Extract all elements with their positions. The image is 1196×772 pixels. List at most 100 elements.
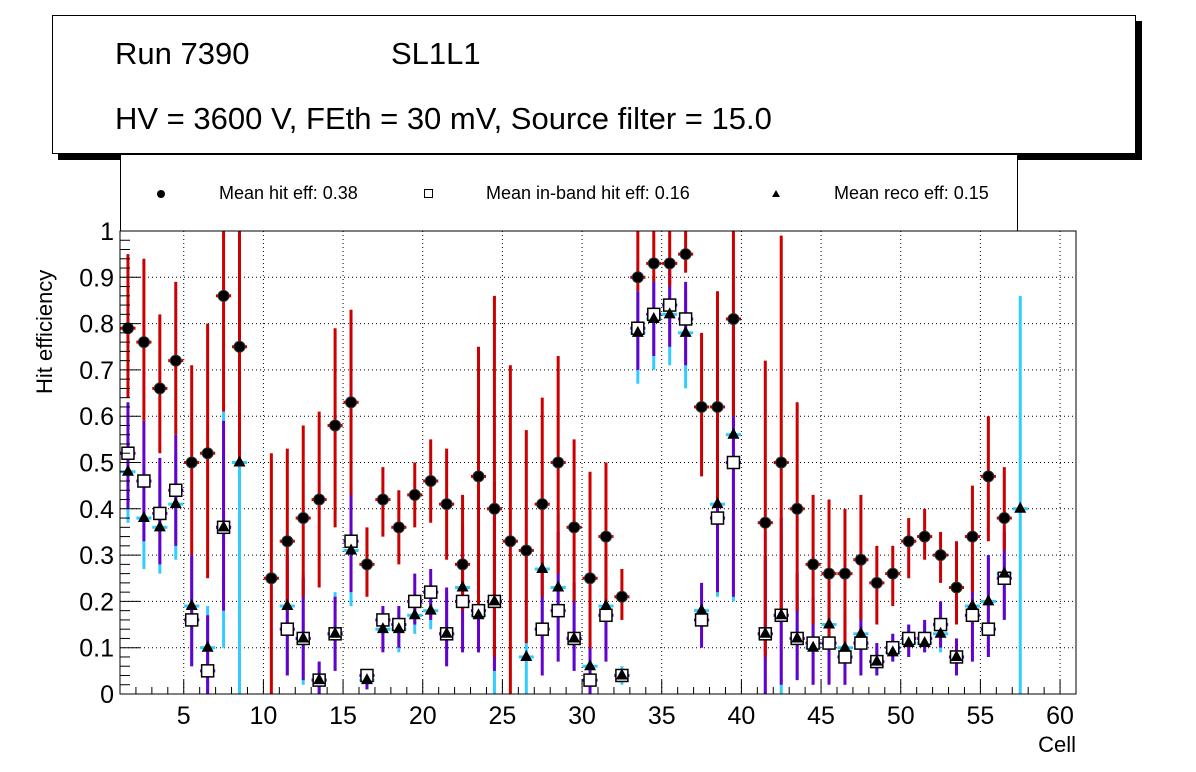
reco-eff-point: [838, 640, 851, 652]
hit-eff-point: [520, 544, 533, 557]
reco-eff-point: [456, 580, 469, 592]
inband-eff-point: [184, 613, 199, 627]
reco-eff-point: [584, 659, 597, 671]
inband-eff-point: [137, 474, 151, 488]
reco-eff-point: [934, 626, 947, 638]
reco-eff-point: [376, 622, 389, 634]
reco-eff-point: [1014, 501, 1027, 513]
reco-eff-point: [121, 464, 134, 476]
reco-eff-point: [631, 325, 644, 337]
legend-entry-reco: Mean reco eff: 0.15: [766, 183, 989, 204]
reco-eff-point: [137, 511, 150, 523]
reco-eff-point: [488, 594, 501, 606]
inband-eff-point: [822, 636, 836, 650]
x-tick-label: 25: [488, 702, 516, 730]
hit-eff-point: [791, 502, 804, 515]
inband-eff-point: [886, 640, 900, 655]
reco-eff-point: [201, 640, 214, 652]
hit-eff-point: [408, 488, 421, 501]
y-tick-label: 0.6: [79, 403, 114, 431]
inband-eff-point: [471, 603, 486, 618]
y-tick-label: 1: [100, 218, 114, 246]
inband-eff-point: [487, 594, 502, 609]
reco-eff-point: [345, 543, 358, 555]
reco-eff-point: [870, 654, 883, 666]
inband-eff-point: [710, 511, 725, 525]
hit-eff-point: [552, 456, 565, 469]
inband-eff-point: [615, 668, 629, 683]
hit-eff-point: [121, 322, 134, 335]
inband-eff-point: [439, 627, 454, 641]
x-tick-label: 30: [568, 702, 596, 730]
hit-eff-point: [265, 572, 278, 585]
markers: [121, 248, 1027, 687]
hit-eff-point: [838, 567, 851, 580]
hit-eff-point: [217, 289, 230, 302]
inband-eff-point: [662, 298, 677, 312]
inband-eff-point: [854, 636, 868, 650]
inband-eff-point: [599, 608, 613, 623]
reco-eff-point: [329, 626, 342, 638]
hit-eff-point: [631, 271, 644, 284]
hit-eff-point: [153, 382, 166, 395]
x-tick-label: 55: [966, 702, 994, 730]
inband-eff-point: [949, 650, 964, 664]
hit-eff-point: [376, 493, 389, 506]
inband-eff-point: [216, 520, 231, 535]
reco-eff-point: [854, 626, 867, 638]
inband-eff-point: [790, 631, 804, 646]
reco-eff-point: [360, 673, 373, 685]
hit-eff-point: [456, 558, 469, 571]
x-tick-label: 20: [409, 702, 437, 730]
inband-eff-point: [726, 455, 741, 470]
hit-eff-point: [360, 558, 373, 571]
inband-eff-point: [917, 631, 932, 646]
reco-eff-point: [440, 626, 453, 638]
inband-eff-point: [838, 650, 852, 664]
hit-eff-point: [440, 498, 453, 511]
inband-eff-point: [408, 594, 422, 609]
hit-eff-point: [807, 558, 820, 571]
inband-eff-point: [774, 608, 788, 623]
inband-eff-point: [901, 631, 916, 646]
inband-eff-point: [758, 627, 773, 641]
y-tick-label: 0.7: [79, 357, 114, 385]
reco-eff-point: [615, 668, 628, 680]
x-tick-label: 10: [249, 702, 277, 730]
x-tick-label: 50: [887, 702, 915, 730]
hit-eff-point: [823, 567, 836, 580]
grid: [120, 231, 1076, 694]
inband-eff-point: [535, 622, 549, 636]
inband-eff-point: [153, 506, 167, 521]
reco-eff-point: [472, 608, 485, 620]
hit-eff-point: [297, 512, 310, 525]
reco-eff-point: [552, 580, 565, 592]
hit-eff-point: [663, 257, 676, 270]
inband-eff-point: [312, 673, 326, 687]
hit-eff-point: [870, 576, 883, 589]
hit-eff-point: [982, 470, 995, 483]
reco-eff-point: [392, 622, 405, 634]
inband-eff-point: [169, 483, 183, 498]
inband-eff-point: [360, 668, 374, 683]
hit-eff-point: [281, 535, 294, 548]
hit-eff-point: [504, 535, 517, 548]
inband-eff-point: [694, 613, 709, 627]
y-tick-label: 0.2: [79, 588, 114, 616]
y-tick-label: 0.5: [79, 450, 114, 478]
error-bars: [120, 231, 1028, 694]
legend-entry-inband: Mean in-band hit eff: 0.16: [418, 183, 690, 204]
x-tick-label: 60: [1046, 702, 1074, 730]
reco-eff-point: [313, 673, 326, 685]
hit-eff-point: [424, 475, 437, 488]
y-tick-label: 0.3: [79, 542, 114, 570]
reco-eff-point: [599, 599, 612, 611]
y-axis-label: Hit efficiency: [32, 270, 57, 394]
inband-eff-point: [981, 622, 996, 636]
reco-eff-point: [185, 599, 198, 611]
hit-eff-point: [727, 312, 740, 325]
hit-eff-point: [185, 456, 198, 469]
reco-eff-point: [998, 566, 1011, 578]
reco-eff-point: [424, 603, 437, 615]
reco-eff-point: [966, 599, 979, 611]
